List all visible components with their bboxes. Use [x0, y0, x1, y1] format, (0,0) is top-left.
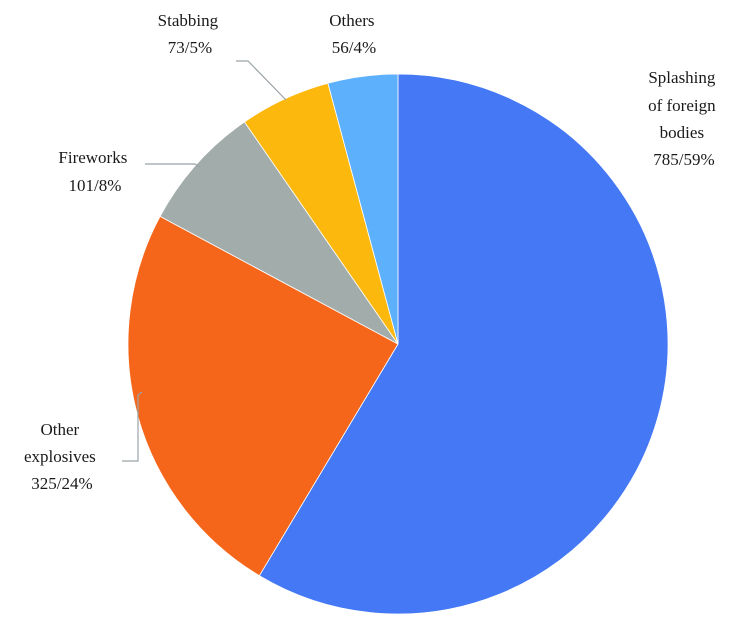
pie-slice-others: [327, 73, 399, 345]
pie-slices: [127, 73, 669, 615]
slice-label-other-explosives-line-2: explosives: [24, 447, 96, 466]
slice-label-stabbing-line-1: Stabbing: [158, 11, 219, 30]
slice-label-splashing-line-3: bodies: [660, 123, 704, 142]
slice-label-others: Others 56/4%: [329, 11, 379, 57]
slice-label-splashing: Splashing of foreign bodies 785/59%: [648, 68, 720, 169]
slice-label-other-explosives: Other explosives 325/24%: [24, 420, 100, 493]
leader-line-fireworks: [145, 163, 201, 168]
slice-value-fireworks: 101/8%: [69, 176, 122, 195]
pie-slice-splashing-of-foreign-bodies: [258, 73, 669, 615]
pie-slice-fireworks: [159, 121, 399, 345]
slice-label-others-line-1: Others: [329, 11, 374, 30]
slice-label-fireworks-line-1: Fireworks: [58, 148, 127, 167]
slice-label-other-explosives-line-1: Other: [41, 420, 80, 439]
slice-label-splashing-line-1: Splashing: [648, 68, 716, 87]
slice-label-fireworks: Fireworks 101/8%: [58, 148, 131, 195]
leader-line-other-explosives: [122, 391, 143, 462]
slice-value-others: 56/4%: [332, 38, 376, 57]
slice-value-other-explosives: 325/24%: [31, 474, 92, 493]
slice-label-splashing-line-2: of foreign: [648, 96, 716, 115]
leader-line-stabbing: [236, 60, 287, 101]
slice-value-splashing: 785/59%: [653, 150, 714, 169]
slice-label-stabbing: Stabbing 73/5%: [158, 11, 223, 57]
slice-value-stabbing: 73/5%: [168, 38, 212, 57]
